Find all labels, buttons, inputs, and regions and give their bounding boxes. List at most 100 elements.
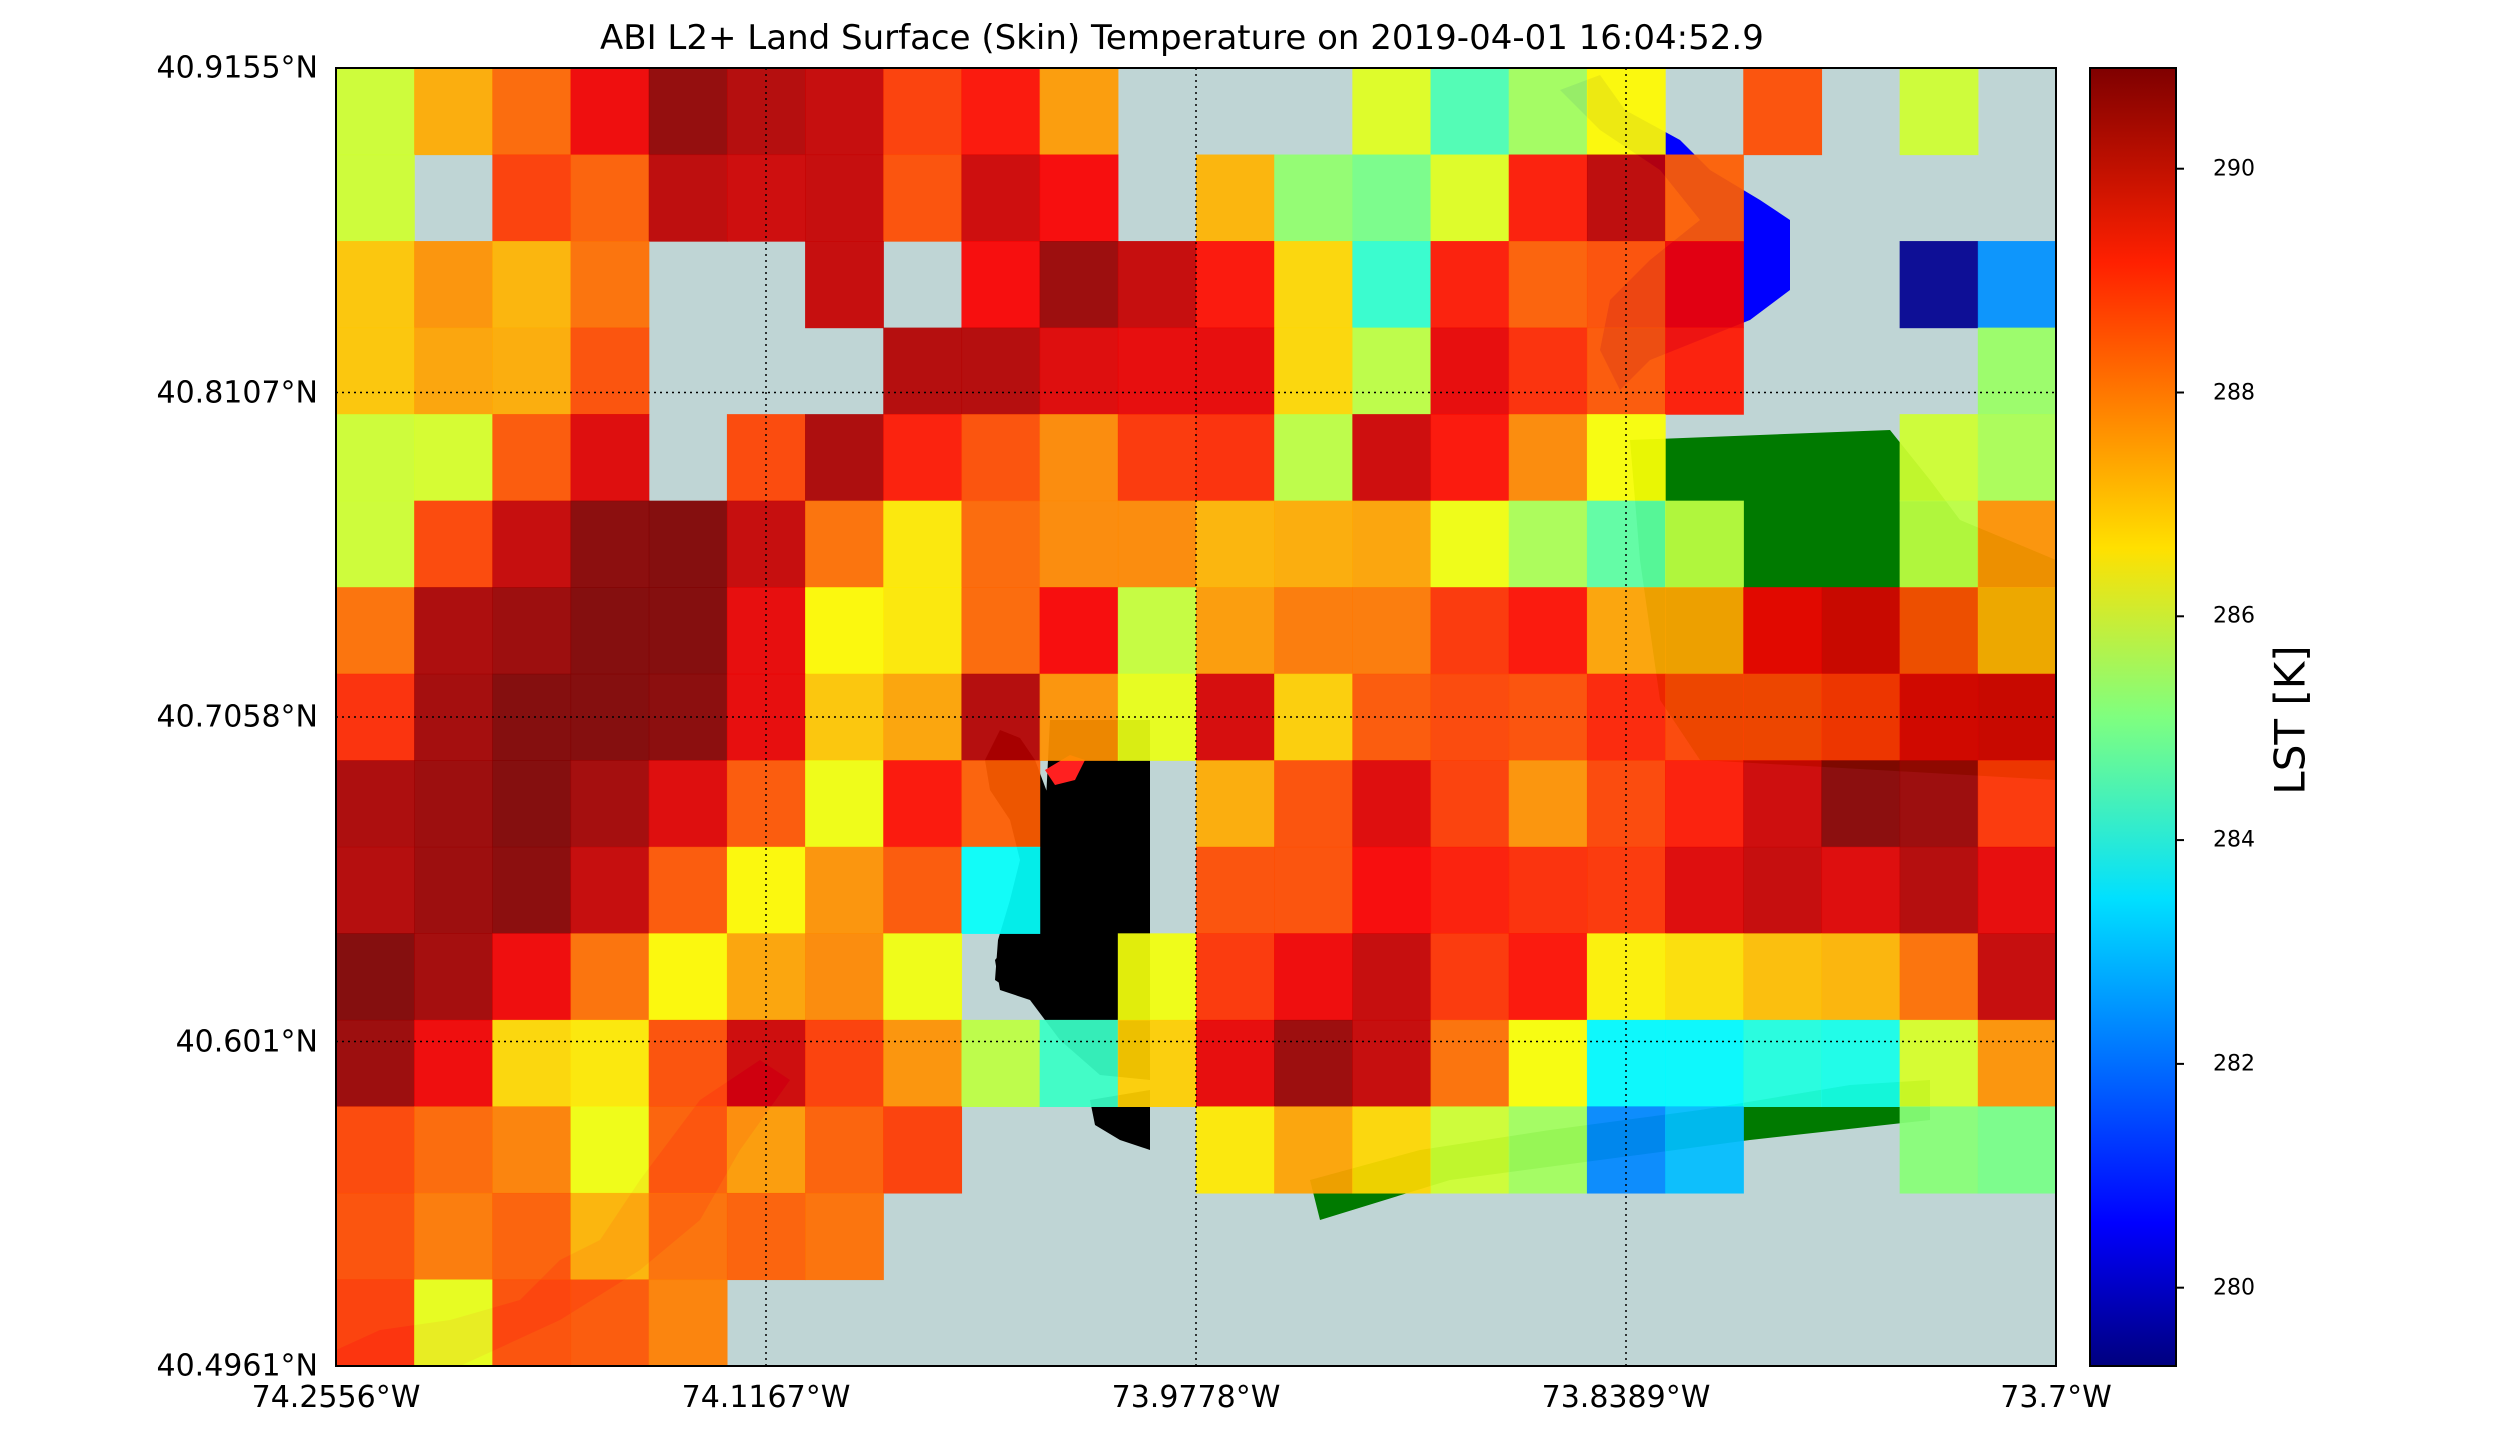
lst-cell — [1508, 1019, 1588, 1107]
lst-cell — [492, 1019, 572, 1107]
lst-cell — [414, 327, 493, 415]
lon-label: 73.9778°W — [1111, 1380, 1281, 1415]
lst-cell — [648, 587, 728, 675]
lst-cell — [1899, 414, 1979, 502]
lst-cell — [336, 587, 415, 675]
lst-cell — [1665, 933, 1744, 1021]
lst-cell — [726, 760, 806, 848]
lst-cell — [648, 500, 728, 588]
lst-cell — [336, 1019, 415, 1107]
lst-cell — [492, 933, 572, 1021]
lst-cell — [1274, 500, 1353, 588]
lst-cell — [336, 500, 415, 588]
lst-cell — [1899, 587, 1979, 675]
lst-cell — [1352, 414, 1432, 502]
lst-cell — [1274, 1106, 1353, 1194]
lat-label: 40.9155°N — [156, 50, 319, 86]
lst-cell — [1508, 414, 1588, 502]
lst-cell — [1508, 327, 1588, 415]
lst-cell — [1977, 587, 2056, 675]
lst-cell — [1430, 68, 1510, 156]
lst-cell — [1508, 500, 1588, 588]
lst-cell — [1117, 500, 1197, 588]
lst-cell — [1039, 68, 1119, 156]
lst-cell — [1352, 760, 1432, 848]
lst-cell — [1977, 500, 2056, 588]
lst-cell — [1274, 327, 1353, 415]
lst-cell — [961, 846, 1041, 934]
lst-cell — [648, 1019, 728, 1107]
lst-cell — [726, 1192, 806, 1281]
lst-cell — [336, 846, 415, 934]
lst-cell — [1665, 327, 1744, 415]
lst-cell — [1039, 587, 1119, 675]
lst-cell — [1508, 587, 1588, 675]
colorbar-tick-label: 290 — [2213, 156, 2255, 182]
lst-cell — [570, 587, 650, 675]
map-gridlines — [336, 68, 2056, 1366]
colorbar-tick-label: 280 — [2213, 1275, 2255, 1301]
lst-cell — [1352, 587, 1432, 675]
lst-cell — [1039, 500, 1119, 588]
colorbar-tick-marks — [2176, 167, 2184, 1289]
colorbar-tick-label: 288 — [2213, 380, 2255, 405]
lst-cell — [883, 154, 963, 242]
lst-cell — [414, 1019, 493, 1107]
lst-cell — [961, 760, 1041, 848]
lst-cell — [961, 327, 1041, 415]
lst-cell — [1274, 587, 1353, 675]
lst-cell — [726, 1019, 806, 1107]
lst-cell — [1352, 327, 1432, 415]
lst-cell — [1430, 1019, 1510, 1107]
lst-cell — [1430, 154, 1510, 242]
lst-cell — [1352, 1019, 1432, 1107]
lst-cell — [1039, 154, 1119, 242]
lst-cell — [883, 846, 963, 934]
lst-cell — [1352, 68, 1432, 156]
lst-cell — [1039, 414, 1119, 502]
lst-cell — [1508, 154, 1588, 242]
lst-cell — [1899, 1019, 1979, 1107]
lst-cell — [805, 587, 884, 675]
lst-cell — [805, 154, 884, 242]
shooters-island — [1045, 755, 1085, 785]
lst-cell — [1899, 933, 1979, 1021]
lst-cell — [492, 327, 572, 415]
lst-cell — [1665, 1019, 1744, 1107]
lst-cell — [336, 68, 415, 156]
map-area[interactable] — [336, 68, 2057, 1367]
lst-cell — [414, 414, 493, 502]
lst-cell — [1899, 1106, 1979, 1194]
lst-cell — [336, 1192, 415, 1281]
lst-cell — [336, 1106, 415, 1194]
map-title: ABI L2+ Land Surface (Skin) Temperature … — [600, 18, 1764, 58]
lst-cell — [805, 1106, 884, 1194]
lat-label: 40.4961°N — [156, 1348, 319, 1384]
lst-cell — [336, 414, 415, 502]
lst-cell — [1508, 1106, 1588, 1194]
lst-cell — [570, 414, 650, 502]
lst-cell — [726, 587, 806, 675]
colorbar-gradient — [2090, 68, 2176, 1366]
lst-cell — [805, 68, 884, 156]
lst-cell — [492, 154, 572, 242]
lst-cell — [1899, 241, 1979, 329]
lst-cell — [1743, 68, 1823, 156]
lst-cell — [492, 1106, 572, 1194]
lst-cell — [570, 154, 650, 242]
lst-cell — [1899, 846, 1979, 934]
lst-cell — [1430, 327, 1510, 415]
lst-cell — [1508, 241, 1588, 329]
lst-cell — [570, 846, 650, 934]
lst-pixel-grid[interactable] — [336, 68, 2057, 1367]
lst-cell — [1039, 241, 1119, 329]
lst-cell — [1665, 1106, 1744, 1194]
lst-cell — [570, 241, 650, 329]
lst-cell — [883, 1019, 963, 1107]
lst-cell — [883, 414, 963, 502]
lst-cell — [570, 933, 650, 1021]
lst-cell — [805, 241, 884, 329]
lst-cell — [961, 1019, 1041, 1107]
lst-cell — [1821, 587, 1901, 675]
lst-cell — [492, 414, 572, 502]
